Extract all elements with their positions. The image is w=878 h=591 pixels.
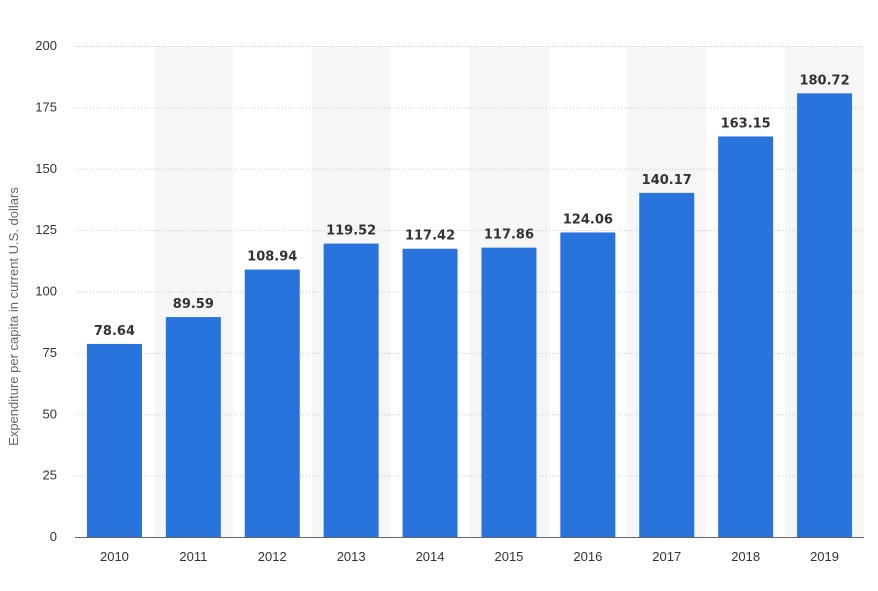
x-tick-label-2019: 2019 xyxy=(810,549,839,564)
y-axis-ticks: 0 25 50 75 100 125 150 175 200 xyxy=(35,38,57,544)
y-tick-label-0: 0 xyxy=(50,529,57,544)
x-tick-label-2014: 2014 xyxy=(416,549,445,564)
x-tick-label-2010: 2010 xyxy=(100,549,129,564)
bar-2017 xyxy=(639,192,695,538)
x-tick-label-2011: 2011 xyxy=(179,549,207,564)
value-label-2018: 163.15 xyxy=(721,116,771,131)
value-label-2013: 119.52 xyxy=(326,224,376,239)
bar-2013 xyxy=(323,243,379,537)
bar-2019 xyxy=(797,93,853,537)
bar-2010 xyxy=(86,343,142,537)
x-tick-label-2013: 2013 xyxy=(337,549,366,564)
y-tick-label-200: 200 xyxy=(35,38,57,53)
bar-2018 xyxy=(718,136,774,538)
bar-2015 xyxy=(481,247,537,538)
bar-2016 xyxy=(560,232,616,538)
y-tick-label-25: 25 xyxy=(43,468,57,483)
value-label-2015: 117.86 xyxy=(484,228,534,243)
y-tick-label-100: 100 xyxy=(35,284,57,299)
x-tick-label-2016: 2016 xyxy=(573,549,602,564)
y-tick-label-75: 75 xyxy=(43,345,57,360)
y-tick-label-150: 150 xyxy=(35,161,57,176)
value-label-2012: 108.94 xyxy=(247,250,297,265)
value-label-2019: 180.72 xyxy=(799,73,849,88)
y-tick-label-175: 175 xyxy=(35,99,57,114)
x-axis-ticks: 2010 2011 2012 2013 2014 2015 2016 2017 2018 2019 xyxy=(100,549,839,564)
value-label-2016: 124.06 xyxy=(563,212,613,227)
value-label-2011: 89.59 xyxy=(173,297,214,312)
bar-2012 xyxy=(244,269,300,537)
y-axis-title: Expenditure per capita in current U.S. d… xyxy=(6,187,21,446)
x-tick-label-2018: 2018 xyxy=(731,549,760,564)
x-tick-label-2017: 2017 xyxy=(652,549,681,564)
bar-2014 xyxy=(402,248,458,538)
x-tick-label-2015: 2015 xyxy=(494,549,523,564)
value-label-2010: 78.64 xyxy=(94,324,135,339)
bar-2011 xyxy=(165,317,221,537)
y-tick-label-50: 50 xyxy=(43,406,57,421)
bars xyxy=(86,93,853,538)
value-label-2014: 117.42 xyxy=(405,229,455,244)
value-labels: 78.64 89.59 108.94 119.52 117.42 117.86 124.06… xyxy=(94,73,850,339)
y-tick-label-125: 125 xyxy=(35,222,57,237)
x-tick-label-2012: 2012 xyxy=(258,549,287,564)
value-label-2017: 140.17 xyxy=(642,173,692,188)
